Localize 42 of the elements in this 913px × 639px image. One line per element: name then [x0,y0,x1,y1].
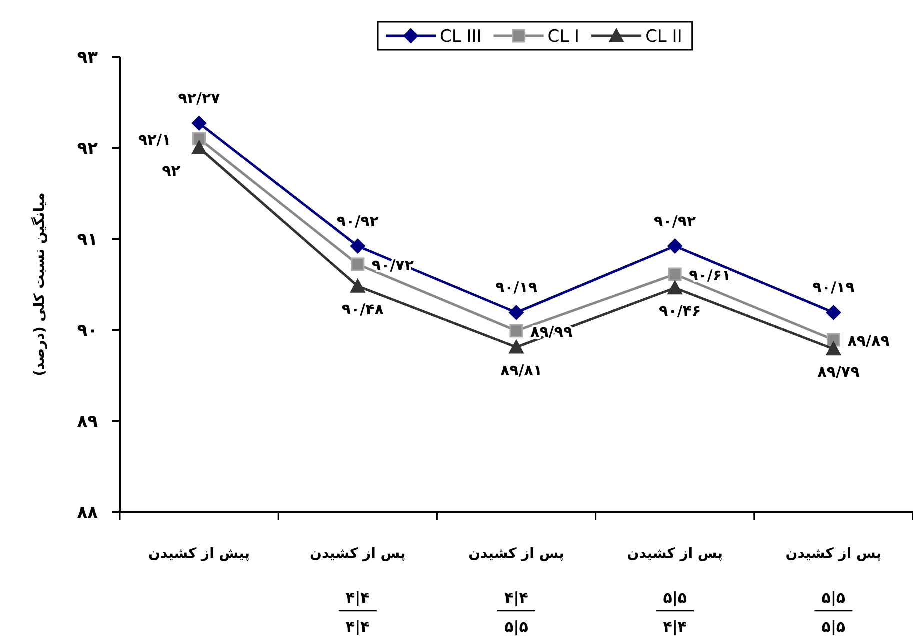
data-label: ۹۰/۹۲ [336,212,379,230]
point [350,278,366,293]
point [668,238,683,254]
point [192,116,207,131]
y-tick-label: ۹۲ [77,139,99,159]
y-tick-label: ۹۳ [77,48,99,68]
y-tick-label: ۸۹ [77,412,99,432]
data-label: ۹۰/۱۹ [495,278,538,297]
y-tick-label: ۹۱ [77,230,98,250]
point [350,238,366,254]
category-label: پس از کشیدن ۴|۴ ۴|۴ [310,546,406,636]
category-label: پس از کشیدن ۵|۵ ۵|۵ [786,546,882,636]
data-label: ۹۰/۱۹ [812,278,855,297]
point [510,324,524,338]
data-label: ۸۹/۸۹ [848,332,890,350]
data-label: ۹۰/۹۲ [654,212,696,230]
legend-label: CL I [548,27,580,47]
point [351,258,365,272]
legend-label: CL II [646,27,682,47]
point [668,280,683,295]
data-label: ۹۲ [162,162,180,180]
x-tick-label: پیش از کشیدن [148,546,250,562]
point [509,305,524,320]
point [826,342,842,356]
data-label: ۸۹/۸۱ [500,361,543,380]
point [192,132,206,146]
y-axis-title: میانگین نسبت کلی (درصد) [31,192,48,376]
point [509,340,524,354]
data-label: ۹۰/۴۸ [342,300,384,318]
data-label: ۸۹/۷۹ [818,363,860,382]
category-label: پس از کشیدن ۴|۴ ۵|۵ [468,546,564,636]
data-label: ۹۰/۴۶ [659,302,702,320]
legend-label: CL III [440,27,482,47]
data-label: ۹۲/۲۷ [178,89,220,108]
point [826,305,842,320]
data-label: ۹۲/۱ [138,130,172,149]
point [192,140,207,154]
data-label: ۹۰/۶۱ [689,266,732,284]
y-tick-label: ۹۰ [77,321,98,341]
y-tick-label: ۸۸ [77,503,99,523]
point [668,268,682,282]
category-label: پس از کشیدن ۵|۵ ۴|۴ [627,546,723,636]
